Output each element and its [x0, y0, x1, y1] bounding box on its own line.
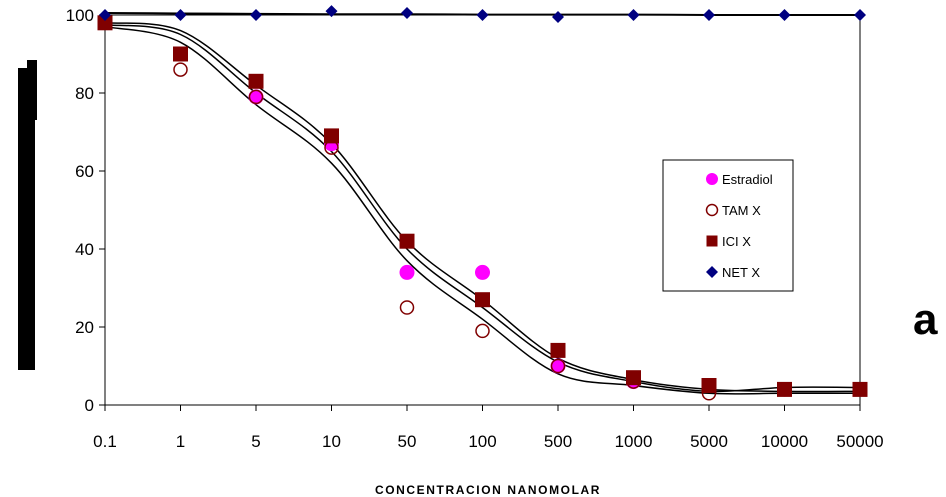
point-net-x	[854, 9, 866, 21]
point-estradiol	[399, 264, 415, 280]
point-net-x	[476, 9, 489, 21]
point-net-x	[401, 7, 413, 20]
left-bar-mark-top	[27, 60, 37, 120]
legend-marker-ici-x	[706, 235, 718, 247]
legend-label-net-x: NET X	[722, 265, 760, 280]
point-net-x	[552, 10, 564, 23]
legend: Estradiol TAM X ICI X NET X	[662, 159, 794, 292]
data-points	[97, 5, 868, 401]
x-tick-label: 10000	[761, 432, 808, 451]
point-net-x	[627, 9, 640, 21]
point-ici-x	[248, 73, 264, 89]
point-tam-x	[324, 140, 339, 155]
legend-item-net-x: NET X	[706, 265, 760, 280]
point-tam-x	[852, 382, 868, 397]
y-tick-label: 60	[75, 162, 94, 181]
point-net-x	[703, 9, 715, 21]
y-tick-label: 80	[75, 84, 94, 103]
point-estradiol	[550, 358, 566, 374]
point-ici-x	[701, 378, 717, 393]
point-net-x	[174, 9, 187, 21]
point-tam-x	[550, 358, 566, 374]
point-ici-x	[173, 46, 188, 62]
point-ici-x	[399, 233, 415, 249]
x-tick-label: 100	[468, 432, 496, 451]
point-tam-x	[626, 374, 641, 389]
point-estradiol	[475, 264, 490, 280]
x-tick-label: 10	[322, 432, 341, 451]
point-ici-x	[626, 370, 641, 386]
fit-curve	[104, 25, 860, 395]
x-tick-label: 5000	[690, 432, 728, 451]
point-ici-x	[550, 342, 566, 358]
point-ici-x	[475, 292, 490, 308]
y-tick-label: 20	[75, 318, 94, 337]
legend-box	[662, 159, 794, 292]
legend-label-tam-x: TAM X	[722, 203, 761, 218]
fit-curve	[104, 24, 861, 393]
x-tick-label: 5	[251, 432, 260, 451]
point-tam-x	[248, 89, 264, 105]
x-axis: 0.1 1 5 10 50 100 500 1000 5000 10000 50000	[93, 405, 884, 451]
point-ici-x	[777, 381, 792, 397]
point-tam-x	[173, 62, 188, 77]
point-tam-x	[399, 300, 415, 315]
x-tick-label: 1000	[615, 432, 653, 451]
point-ici-x	[852, 381, 868, 397]
x-axis-title: CONCENTRACION NANOMOLAR	[375, 483, 601, 497]
point-net-x	[99, 9, 111, 21]
y-tick-label: 40	[75, 240, 94, 259]
point-ici-x	[97, 15, 113, 31]
point-tam-x	[777, 382, 792, 397]
point-estradiol	[248, 89, 264, 105]
point-ici-x	[324, 128, 339, 144]
legend-marker-tam-x	[705, 203, 719, 217]
legend-item-estradiol: Estradiol	[706, 172, 773, 187]
point-net-x	[325, 5, 338, 18]
left-bar-mark	[18, 68, 35, 370]
legend-item-tam-x: TAM X	[705, 203, 761, 218]
x-tick-label: 500	[544, 432, 572, 451]
legend-marker-net-x	[706, 266, 718, 278]
legend-label-estradiol: Estradiol	[722, 172, 773, 187]
point-net-x	[250, 9, 262, 21]
y-axis: 0 20 40 60 80 100	[66, 6, 105, 415]
point-tam-x	[701, 386, 717, 401]
y-tick-label: 100	[66, 6, 94, 25]
legend-item-ici-x: ICI X	[706, 234, 751, 249]
x-tick-label: 0.1	[93, 432, 117, 451]
fit-curve	[104, 22, 861, 393]
x-tick-label: 50	[398, 432, 417, 451]
y-tick-label: 0	[85, 396, 94, 415]
panel-label: a	[913, 295, 938, 344]
legend-marker-estradiol	[706, 173, 718, 185]
x-tick-label: 1	[176, 432, 185, 451]
legend-label-ici-x: ICI X	[722, 234, 751, 249]
point-net-x	[778, 9, 791, 21]
point-tam-x	[475, 323, 490, 339]
x-tick-label: 50000	[836, 432, 883, 451]
